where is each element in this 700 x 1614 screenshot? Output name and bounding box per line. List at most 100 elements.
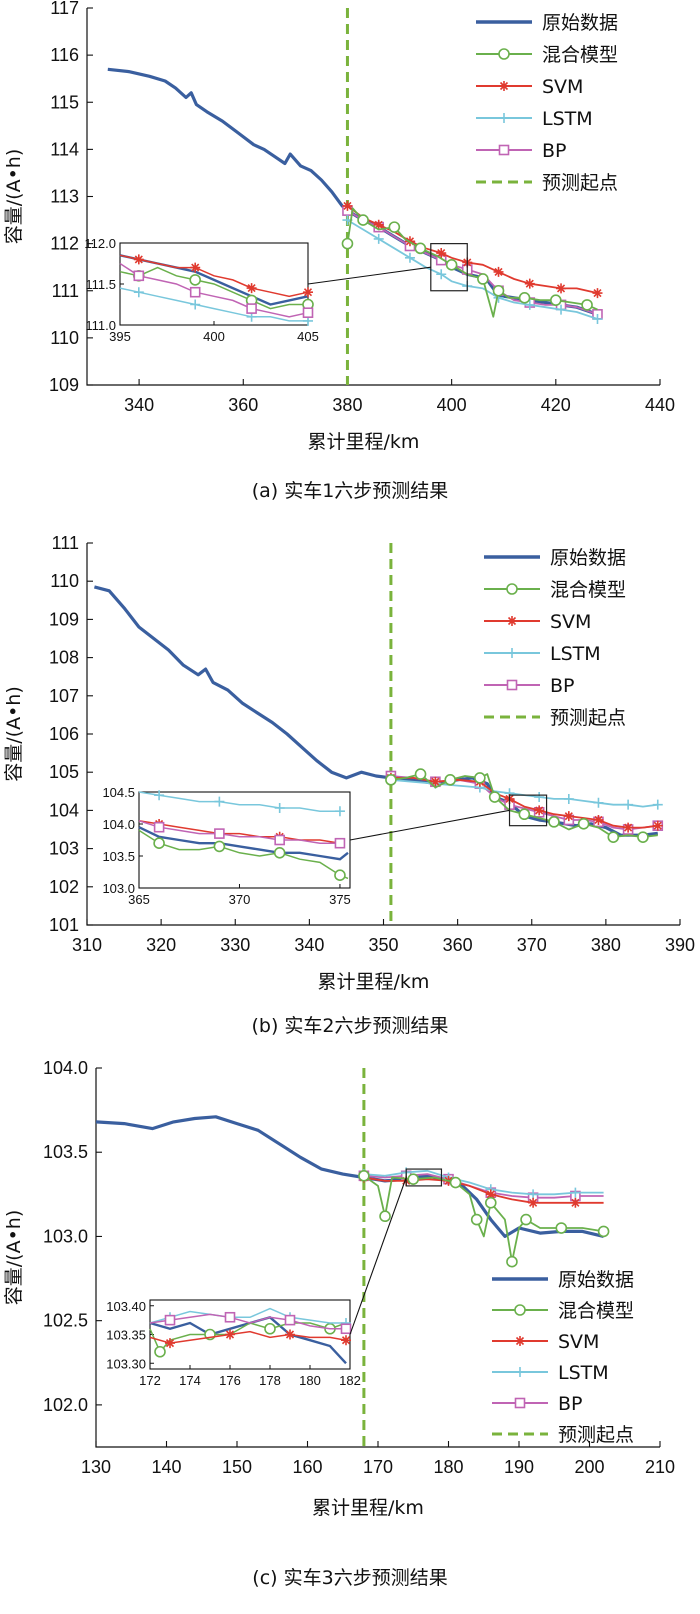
y-tick-label: 110 bbox=[50, 328, 79, 348]
inset-series-line bbox=[138, 829, 349, 880]
series-marker bbox=[556, 283, 567, 294]
inset-series-marker bbox=[214, 828, 225, 839]
inset-y-tick-label: 104.0 bbox=[102, 817, 135, 832]
x-axis-label: 累计里程/km bbox=[312, 1497, 424, 1519]
inset-y-tick-label: 111.0 bbox=[85, 318, 116, 333]
figure-caption: (a) 实车1六步预测结果 bbox=[252, 480, 449, 502]
inset-x-tick-label: 180 bbox=[299, 1373, 321, 1388]
legend-label: SVM bbox=[558, 1331, 599, 1353]
series-marker bbox=[518, 808, 531, 821]
y-tick-label: 104.0 bbox=[43, 1058, 88, 1078]
legend-label: LSTM bbox=[550, 643, 601, 665]
series-marker bbox=[404, 252, 415, 263]
y-tick-label: 108 bbox=[49, 648, 79, 668]
inset-frame bbox=[149, 1299, 351, 1370]
y-tick-label: 103 bbox=[49, 839, 79, 859]
inset-x-tick-label: 375 bbox=[329, 892, 351, 907]
x-tick-label: 170 bbox=[363, 1457, 393, 1477]
series-marker bbox=[358, 1170, 370, 1182]
x-tick-label: 180 bbox=[433, 1457, 463, 1477]
legend-label: 原始数据 bbox=[558, 1269, 634, 1291]
series-marker bbox=[357, 214, 369, 226]
series-marker bbox=[548, 816, 560, 828]
y-tick-label: 116 bbox=[50, 45, 79, 65]
inset-series-marker bbox=[189, 274, 201, 286]
inset-series-marker bbox=[133, 287, 144, 298]
legend-marker bbox=[506, 679, 518, 691]
x-tick-label: 370 bbox=[517, 935, 547, 955]
series-marker bbox=[556, 304, 567, 315]
y-tick-label: 104 bbox=[49, 800, 79, 820]
inset-x-tick-label: 174 bbox=[179, 1373, 201, 1388]
inset-chart: 172 174 176 178 180 182 103.30 103.35 103.40 bbox=[106, 1299, 361, 1388]
x-tick-label: 190 bbox=[504, 1457, 534, 1477]
inset-x-tick-label: 172 bbox=[139, 1373, 161, 1388]
inset-series-line bbox=[138, 820, 340, 844]
inset-series-marker bbox=[153, 821, 165, 833]
x-tick-label: 360 bbox=[228, 395, 258, 415]
legend-marker bbox=[499, 81, 509, 91]
series-marker bbox=[341, 237, 354, 250]
inset-series-marker bbox=[303, 287, 313, 298]
series-line-star bbox=[346, 205, 598, 294]
legend-marker bbox=[514, 1304, 526, 1316]
series-marker bbox=[555, 1222, 568, 1234]
y-tick-label: 112 bbox=[50, 234, 79, 254]
y-axis-label: 容量/(A•h) bbox=[3, 1210, 25, 1305]
series-marker bbox=[592, 288, 603, 299]
inset-series-marker bbox=[246, 303, 257, 314]
y-tick-label: 102.5 bbox=[43, 1311, 88, 1331]
y-tick-label: 101 bbox=[49, 915, 79, 935]
x-tick-label: 130 bbox=[81, 1457, 111, 1477]
legend-label: LSTM bbox=[558, 1362, 609, 1384]
x-tick-label: 380 bbox=[591, 935, 621, 955]
legend-label: 混合模型 bbox=[542, 44, 618, 66]
legend-marker bbox=[515, 1336, 525, 1346]
legend-label: 预测起点 bbox=[542, 172, 618, 194]
series-marker bbox=[407, 1173, 420, 1185]
y-tick-label: 115 bbox=[50, 92, 79, 112]
inset-series-marker bbox=[165, 1338, 175, 1349]
series-marker bbox=[373, 219, 384, 230]
y-tick-label: 113 bbox=[50, 187, 79, 207]
inset-y-tick-label: 103.35 bbox=[106, 1328, 146, 1343]
legend-marker bbox=[507, 648, 517, 658]
series-marker bbox=[623, 799, 634, 810]
y-tick-label: 106 bbox=[49, 724, 79, 744]
series-marker bbox=[388, 221, 401, 233]
inset-series-marker bbox=[190, 262, 201, 273]
series-marker bbox=[528, 1189, 539, 1200]
inset-series-marker bbox=[225, 1329, 235, 1340]
series-marker bbox=[445, 259, 458, 271]
x-axis-label: 累计里程/km bbox=[308, 431, 420, 453]
inset-series-marker bbox=[189, 286, 201, 298]
series-marker bbox=[488, 791, 501, 803]
inset-x-tick-label: 182 bbox=[339, 1373, 361, 1388]
series-marker bbox=[570, 1197, 581, 1208]
series-marker bbox=[518, 292, 531, 304]
legend-label: LSTM bbox=[542, 108, 593, 130]
x-tick-label: 210 bbox=[645, 1457, 675, 1477]
inset-series-marker bbox=[224, 1311, 236, 1323]
x-tick-label: 330 bbox=[220, 935, 250, 955]
inset-series-line bbox=[149, 1313, 346, 1330]
series-marker bbox=[444, 774, 457, 786]
zoom-connector bbox=[349, 809, 510, 841]
x-tick-label: 360 bbox=[443, 935, 473, 955]
legend-marker bbox=[498, 144, 510, 156]
inset-series-marker bbox=[133, 270, 145, 282]
series-marker bbox=[493, 266, 504, 277]
series-marker bbox=[436, 248, 447, 259]
series-marker bbox=[436, 269, 447, 280]
inset-series-line bbox=[119, 266, 308, 310]
x-tick-label: 140 bbox=[151, 1457, 181, 1477]
x-tick-label: 160 bbox=[292, 1457, 322, 1477]
series-marker bbox=[342, 200, 353, 211]
inset-y-tick-label: 104.5 bbox=[102, 785, 135, 800]
inset-y-tick-label: 103.40 bbox=[106, 1299, 146, 1314]
series-marker bbox=[593, 797, 604, 808]
inset-series-line bbox=[119, 287, 308, 322]
x-tick-label: 380 bbox=[332, 395, 362, 415]
